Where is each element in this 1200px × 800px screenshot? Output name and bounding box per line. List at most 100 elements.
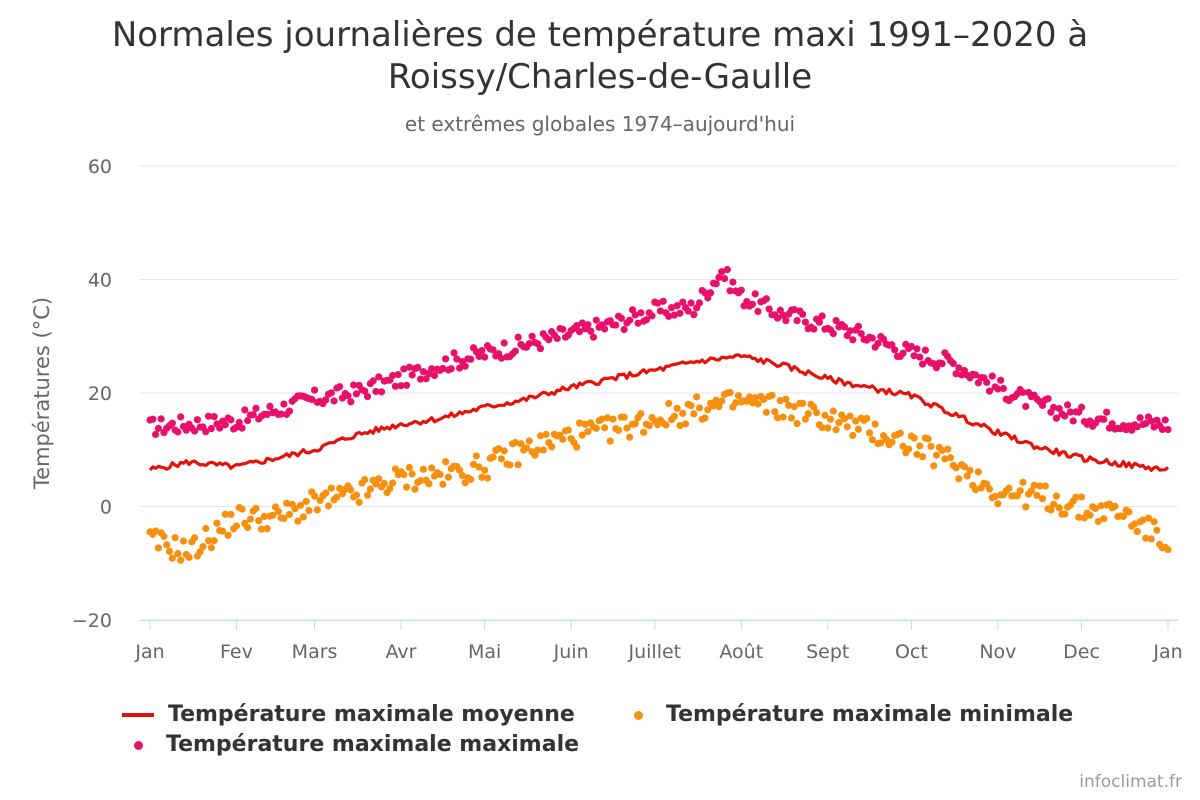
max-point bbox=[221, 421, 229, 429]
max-point bbox=[899, 349, 907, 357]
max-point bbox=[1142, 419, 1150, 428]
min-point bbox=[804, 410, 812, 418]
min-point bbox=[1072, 493, 1080, 501]
min-point bbox=[746, 393, 754, 401]
max-point bbox=[397, 382, 405, 390]
max-point bbox=[1077, 403, 1086, 411]
min-point bbox=[773, 414, 782, 422]
max-point bbox=[1150, 423, 1158, 431]
min-point bbox=[1130, 520, 1139, 528]
min-point bbox=[363, 491, 372, 499]
max-point bbox=[654, 299, 662, 307]
legend-item-max[interactable]: Température maximale maximale bbox=[122, 732, 579, 757]
min-point bbox=[1055, 504, 1063, 512]
y-tick-label: 40 bbox=[88, 270, 112, 292]
min-point bbox=[826, 415, 835, 423]
min-point bbox=[260, 512, 268, 521]
min-point bbox=[1142, 534, 1150, 542]
min-point bbox=[1030, 481, 1038, 489]
min-point bbox=[1041, 482, 1049, 490]
min-point bbox=[832, 426, 840, 434]
min-point bbox=[179, 537, 188, 545]
max-point bbox=[202, 428, 210, 436]
max-point bbox=[589, 333, 598, 341]
min-point bbox=[960, 463, 969, 471]
y-tick-label: −20 bbox=[72, 610, 112, 632]
y-tick-label: 60 bbox=[88, 156, 112, 178]
chart-subtitle: et extrêmes globales 1974–aujourd'hui bbox=[404, 112, 796, 136]
max-point bbox=[182, 426, 190, 434]
max-point bbox=[263, 410, 271, 419]
max-point bbox=[391, 382, 400, 390]
max-point bbox=[729, 278, 737, 286]
min-point bbox=[863, 414, 871, 423]
min-point bbox=[495, 445, 503, 453]
credit-link[interactable]: infoclimat.fr bbox=[1079, 772, 1182, 792]
max-point bbox=[1100, 415, 1108, 423]
min-point bbox=[626, 433, 634, 441]
max-point bbox=[405, 363, 413, 371]
max-point bbox=[514, 333, 522, 341]
min-point bbox=[793, 419, 801, 428]
max-point bbox=[983, 378, 991, 386]
max-point bbox=[695, 299, 704, 307]
min-point bbox=[207, 544, 215, 552]
min-point bbox=[177, 556, 185, 564]
min-point bbox=[483, 474, 492, 482]
min-point bbox=[1119, 512, 1127, 521]
max-point bbox=[918, 360, 927, 368]
mean-line bbox=[148, 353, 1170, 472]
y-axis-ticks: −20 0 20 40 60 bbox=[72, 156, 112, 632]
max-point bbox=[1061, 412, 1069, 420]
max-point bbox=[1164, 425, 1172, 434]
max-point bbox=[612, 321, 620, 329]
min-point bbox=[1125, 508, 1133, 516]
max-point bbox=[684, 307, 692, 315]
min-point bbox=[324, 502, 333, 510]
min-point bbox=[991, 492, 999, 500]
max-point bbox=[168, 419, 176, 427]
max-point bbox=[578, 319, 586, 327]
max-point bbox=[857, 329, 865, 338]
max-point bbox=[575, 328, 584, 336]
max-point bbox=[1108, 420, 1116, 428]
max-point bbox=[818, 312, 826, 320]
min-point bbox=[322, 489, 330, 497]
legend-item-mean[interactable]: Température maximale moyenne bbox=[122, 702, 575, 727]
x-tick-label: Avr bbox=[386, 641, 417, 663]
min-point bbox=[536, 432, 545, 440]
min-point bbox=[888, 438, 896, 446]
max-point bbox=[1066, 408, 1074, 416]
max-point bbox=[481, 353, 489, 361]
max-point bbox=[204, 412, 213, 420]
min-point bbox=[946, 453, 955, 462]
max-point bbox=[244, 417, 252, 425]
min-point bbox=[1036, 482, 1044, 490]
min-point bbox=[840, 415, 849, 423]
max-point bbox=[762, 295, 770, 303]
max-point bbox=[478, 346, 486, 355]
max-point bbox=[910, 352, 918, 360]
series-mean-line bbox=[148, 353, 1170, 472]
max-point bbox=[748, 300, 757, 308]
min-point bbox=[726, 388, 734, 397]
min-point bbox=[843, 423, 851, 431]
min-point bbox=[522, 444, 531, 452]
max-point bbox=[467, 355, 475, 363]
max-point bbox=[648, 312, 656, 320]
max-point bbox=[408, 371, 416, 379]
x-tick-label: Mars bbox=[292, 641, 338, 663]
legend-item-min[interactable]: Température maximale minimale bbox=[622, 702, 1073, 727]
min-point bbox=[564, 426, 572, 434]
max-point bbox=[151, 430, 160, 439]
min-point bbox=[835, 419, 843, 427]
max-point bbox=[1133, 423, 1141, 431]
min-point bbox=[693, 393, 701, 401]
max-point bbox=[154, 424, 162, 432]
max-point bbox=[559, 325, 567, 333]
max-point bbox=[1019, 388, 1027, 396]
min-point bbox=[679, 409, 687, 418]
min-point bbox=[662, 421, 670, 429]
max-point bbox=[475, 352, 483, 361]
max-point bbox=[1128, 426, 1136, 434]
